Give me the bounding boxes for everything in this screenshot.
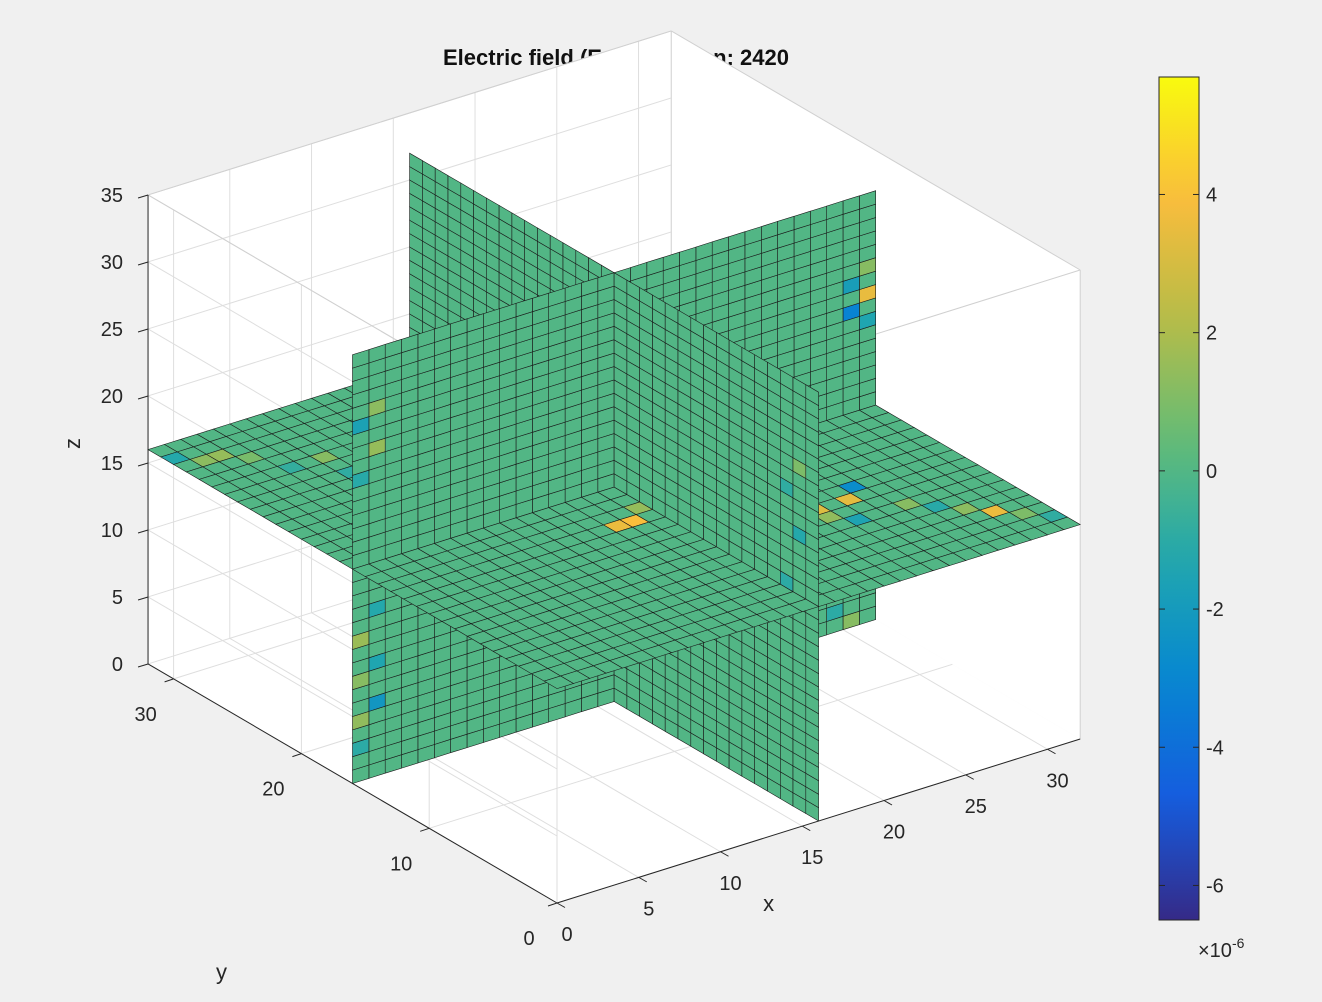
tick-labels: 0 5 10 15 20 25 30 0 10 20 30 0 5 10 15 20 25 30 35 — [101, 185, 1069, 950]
z-tick-label: 0 — [112, 654, 123, 676]
x-tick-label: 10 — [719, 873, 741, 895]
z-axis-label: z — [60, 438, 85, 449]
z-tick-label: 5 — [112, 587, 123, 609]
colorbar-tick-label: 2 — [1206, 323, 1217, 345]
box-edge — [147, 30, 672, 196]
z-tick-label: 10 — [101, 520, 123, 542]
colorbar-tick-label: -6 — [1206, 875, 1224, 897]
z-tick-mark — [137, 663, 149, 668]
x-tick-mark — [802, 825, 811, 832]
z-tick-mark — [137, 194, 149, 199]
colorbar-tick-label: -2 — [1206, 599, 1224, 621]
x-axis-label: x — [763, 891, 774, 916]
colorbar-exponent-power: -6 — [1232, 935, 1245, 951]
x-tick-label: 20 — [883, 822, 905, 844]
x-tick-mark — [638, 876, 647, 883]
x-tick-mark — [720, 851, 729, 857]
y-tick-mark — [164, 678, 174, 683]
y-tick-mark — [420, 827, 430, 832]
y-axis-label: y — [216, 959, 227, 984]
x-axis-line — [556, 738, 1081, 904]
slice-cell-y — [352, 349, 370, 369]
z-tick-label: 15 — [101, 453, 123, 475]
z-tick-label: 20 — [101, 386, 123, 408]
slice-cell-z — [543, 675, 575, 689]
y-tick-label: 0 — [523, 928, 534, 950]
y-tick-label: 20 — [262, 779, 284, 801]
x-tick-label: 0 — [561, 924, 572, 946]
x-tick-label: 25 — [965, 796, 987, 818]
x-tick-mark — [883, 800, 893, 806]
x-tick-label: 5 — [643, 898, 654, 920]
slice-surfaces — [147, 152, 1081, 822]
axes-3d: 0 5 10 15 20 25 30 0 10 20 30 0 5 10 15 20 25 30 35 x y z — [60, 30, 1081, 984]
y-tick-label: 10 — [390, 853, 412, 875]
y-tick-mark — [547, 902, 558, 907]
x-tick-mark — [1047, 748, 1056, 755]
y-tick-mark — [292, 753, 302, 758]
colorbar-gradient — [1158, 76, 1200, 921]
box-edges — [147, 30, 1081, 739]
z-tick-mark — [137, 596, 149, 601]
z-tick-mark — [137, 328, 149, 333]
x-tick-label: 30 — [1046, 770, 1068, 792]
axis-lines — [147, 194, 1081, 904]
x-tick-label: 15 — [801, 847, 823, 869]
x-tick-mark — [556, 902, 566, 908]
z-tick-label: 25 — [101, 319, 123, 341]
colorbar-tick-label: 4 — [1206, 184, 1217, 206]
colorbar-tick-label: 0 — [1206, 461, 1217, 483]
y-tick-label: 30 — [134, 704, 156, 726]
slice-cell-x — [805, 384, 819, 407]
z-tick-mark — [137, 462, 149, 467]
y-axis-line — [147, 663, 558, 904]
z-tick-mark — [137, 261, 149, 266]
z-tick-label: 30 — [101, 252, 123, 274]
x-tick-mark — [965, 774, 974, 780]
colorbar-tick-label: -4 — [1206, 737, 1224, 759]
z-tick-label: 35 — [101, 185, 123, 207]
z-tick-mark — [137, 395, 149, 400]
z-tick-mark — [137, 529, 149, 534]
box-edge — [670, 30, 1081, 271]
